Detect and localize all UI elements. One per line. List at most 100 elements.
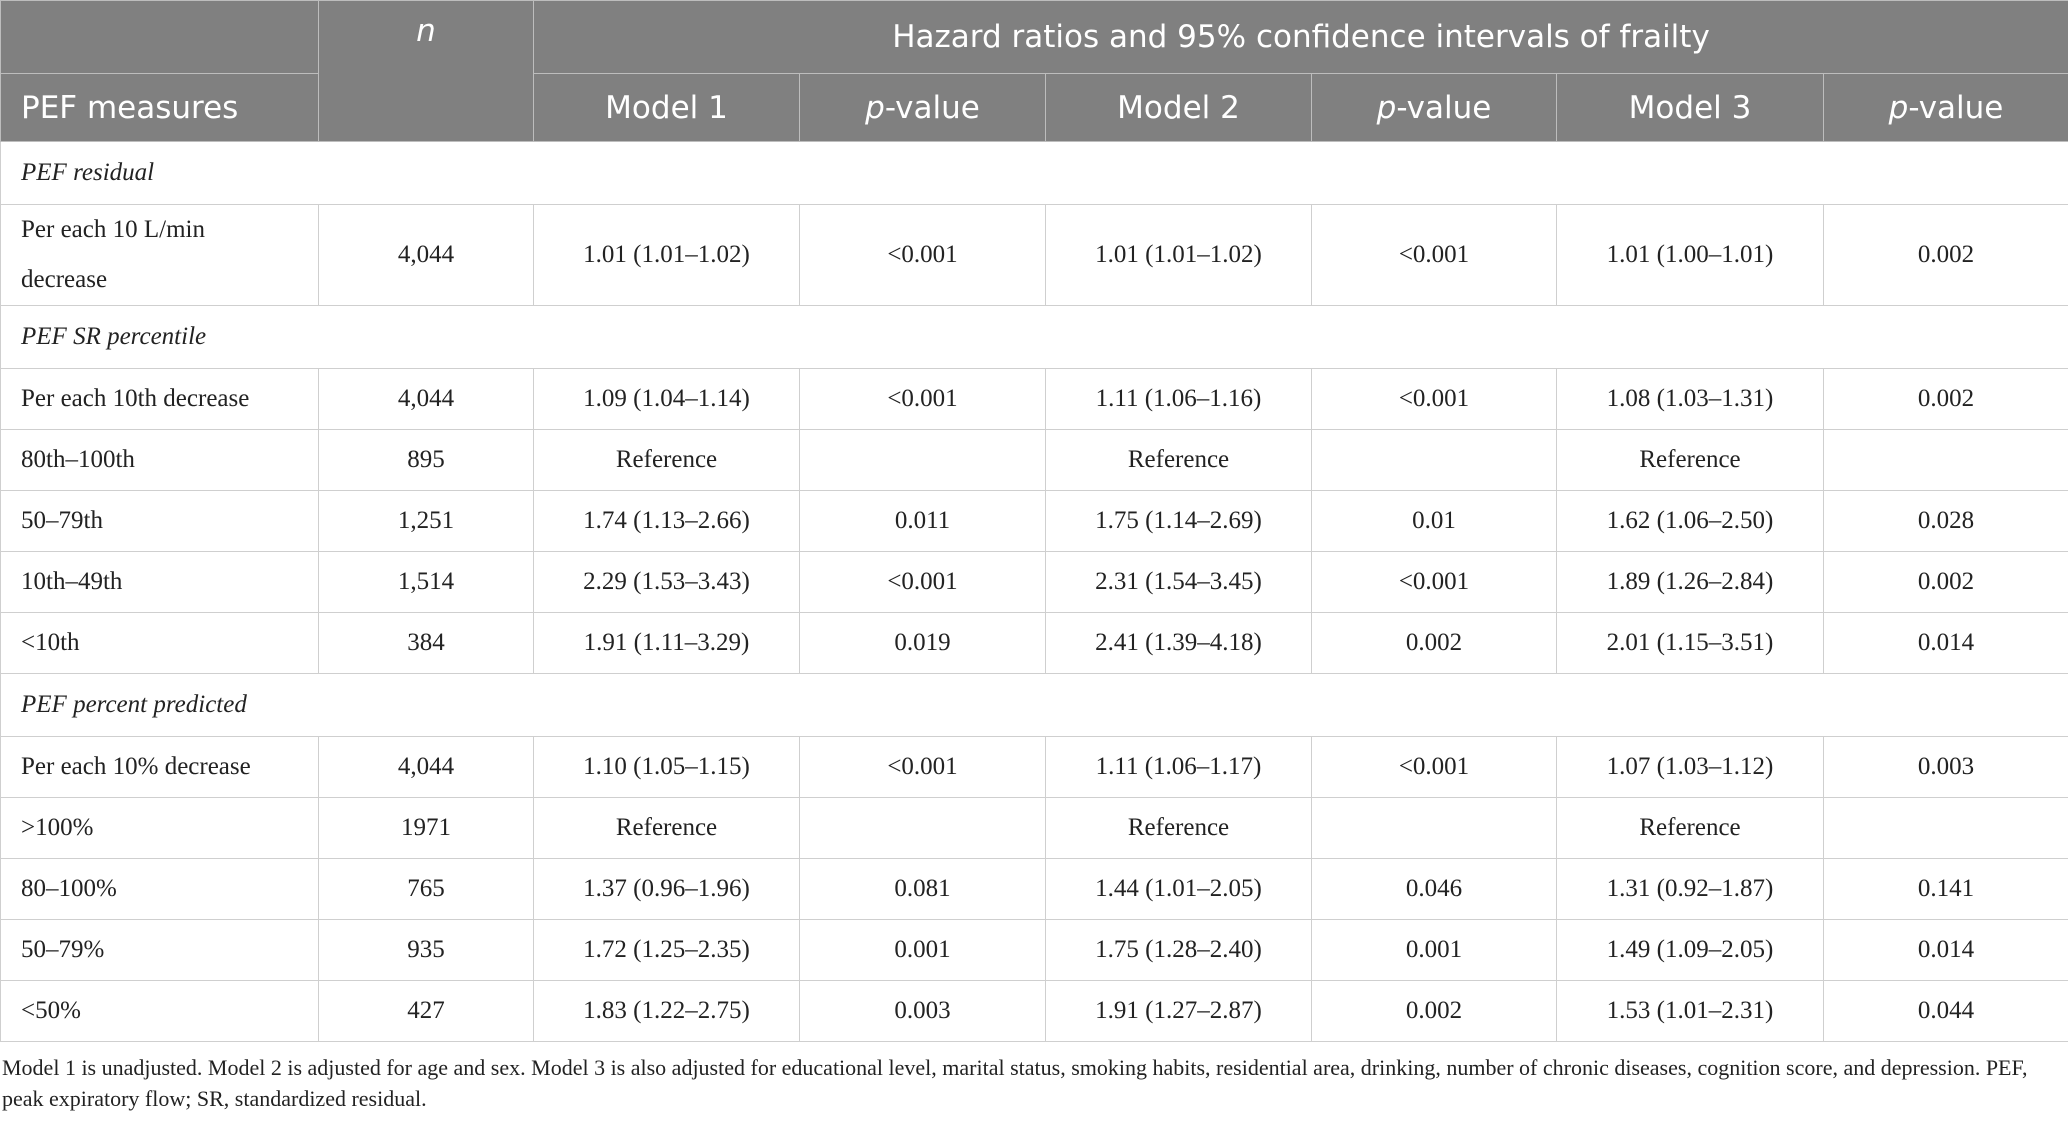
cell: Reference	[1556, 429, 1824, 491]
cell	[1311, 797, 1557, 859]
cell: 1.11 (1.06–1.16)	[1045, 368, 1312, 430]
footnote: Model 1 is unadjusted. Model 2 is adjust…	[2, 1055, 2028, 1111]
cell: 1,251	[318, 490, 534, 552]
cell: 80–100%	[0, 858, 319, 920]
cell	[1822, 797, 2068, 859]
data-row: Per each 10th decrease 4,044 1.09 (1.04–1.…	[0, 368, 2068, 430]
cell: 1.62 (1.06–2.50)	[1556, 490, 1824, 552]
data-row: Per each 10% decrease 4,044 1.10 (1.05–1.1…	[0, 736, 2068, 798]
cell: 0.003	[799, 980, 1046, 1042]
cell: 2.29 (1.53–3.43)	[533, 551, 800, 613]
cell: 0.141	[1822, 858, 2068, 920]
cell: 0.002	[1822, 204, 2068, 306]
cell: 0.014	[1822, 612, 2068, 674]
cell: 50–79%	[0, 919, 319, 981]
cell: 1.01 (1.01–1.02)	[1045, 204, 1312, 306]
cell: Per each 10 L/min decrease	[0, 204, 319, 306]
cell: 1.89 (1.26–2.84)	[1556, 551, 1824, 613]
header-cell: Model 2	[1045, 73, 1312, 142]
cell: <10th	[0, 612, 319, 674]
cell: 2.01 (1.15–3.51)	[1556, 612, 1824, 674]
section-row: PEF SR percentile	[0, 305, 2068, 369]
data-row: 10th–49th 1,514 2.29 (1.53–3.43) <0.001 2.31…	[0, 551, 2068, 613]
cell: <0.001	[1311, 204, 1557, 306]
cell: 427	[318, 980, 534, 1042]
header-cell: p-value	[1311, 73, 1557, 142]
cell	[799, 429, 1046, 491]
cell: 1.75 (1.28–2.40)	[1045, 919, 1312, 981]
header-cell: Model 1	[533, 73, 800, 142]
data-row: 50–79th 1,251 1.74 (1.13–2.66) 0.011 1.75 (1…	[0, 490, 2068, 552]
cell: 1.53 (1.01–2.31)	[1556, 980, 1824, 1042]
cell: 1.08 (1.03–1.31)	[1556, 368, 1824, 430]
cell: 1.01 (1.00–1.01)	[1556, 204, 1824, 306]
section-title: PEF residual	[0, 141, 2068, 205]
cell: Reference	[1556, 797, 1824, 859]
cell: <0.001	[799, 736, 1046, 798]
cell: Reference	[1045, 797, 1312, 859]
cell: 0.019	[799, 612, 1046, 674]
cell: <0.001	[1311, 736, 1557, 798]
cell: 0.002	[1311, 612, 1557, 674]
cell: 1.49 (1.09–2.05)	[1556, 919, 1824, 981]
cell: 80th–100th	[0, 429, 319, 491]
cell: Per each 10th decrease	[0, 368, 319, 430]
data-row: <10th 384 1.91 (1.11–3.29) 0.019 2.41 (1.39–…	[0, 612, 2068, 674]
cell: 2.41 (1.39–4.18)	[1045, 612, 1312, 674]
cell: 4,044	[318, 204, 534, 306]
cell: 1.91 (1.11–3.29)	[533, 612, 800, 674]
cell: 0.044	[1822, 980, 2068, 1042]
cell	[799, 797, 1046, 859]
cell: 10th–49th	[0, 551, 319, 613]
cell: 1.72 (1.25–2.35)	[533, 919, 800, 981]
header-cell: Model 3	[1556, 73, 1824, 142]
header-cell	[0, 0, 319, 74]
section-title: PEF SR percentile	[0, 305, 2068, 369]
cell: 2.31 (1.54–3.45)	[1045, 551, 1312, 613]
cell: 0.081	[799, 858, 1046, 920]
cell: 0.003	[1822, 736, 2068, 798]
cell: 935	[318, 919, 534, 981]
cell: <0.001	[1311, 368, 1557, 430]
cell: 1.11 (1.06–1.17)	[1045, 736, 1312, 798]
cell: 0.014	[1822, 919, 2068, 981]
cell: 4,044	[318, 736, 534, 798]
cell: Reference	[1045, 429, 1312, 491]
cell: 0.001	[1311, 919, 1557, 981]
cell: <0.001	[799, 204, 1046, 306]
cell: >100%	[0, 797, 319, 859]
header-row: n Hazard ratios and 95% confidence inter…	[0, 0, 2068, 142]
header-row: PEF measures Model 1 p-value Model 2 p-value…	[0, 73, 2068, 142]
cell: 0.028	[1822, 490, 2068, 552]
cell: 1.01 (1.01–1.02)	[533, 204, 800, 306]
cell	[1311, 429, 1557, 491]
cell	[1822, 429, 2068, 491]
cell: 1.75 (1.14–2.69)	[1045, 490, 1312, 552]
cell: 384	[318, 612, 534, 674]
cell: <0.001	[1311, 551, 1557, 613]
cell: <0.001	[799, 551, 1046, 613]
cell: 0.01	[1311, 490, 1557, 552]
cell: 895	[318, 429, 534, 491]
cell: 1.91 (1.27–2.87)	[1045, 980, 1312, 1042]
cell: 1.07 (1.03–1.12)	[1556, 736, 1824, 798]
cell: 0.046	[1311, 858, 1557, 920]
header-cell: p-value	[799, 73, 1046, 142]
cell: 1.09 (1.04–1.14)	[533, 368, 800, 430]
cell: 50–79th	[0, 490, 319, 552]
cell: Per each 10% decrease	[0, 736, 319, 798]
cell: 0.002	[1822, 551, 2068, 613]
cell: <50%	[0, 980, 319, 1042]
cell: Reference	[533, 429, 800, 491]
data-row: <50% 427 1.83 (1.22–2.75) 0.003 1.91 (1.27–2…	[0, 980, 2068, 1042]
data-row: Per each 10 L/min decrease 4,044 1.01 (1.0…	[0, 204, 2068, 306]
results-table: n Hazard ratios and 95% confidence inter…	[0, 0, 2068, 1042]
cell: 1.31 (0.92–1.87)	[1556, 858, 1824, 920]
data-row: 50–79% 935 1.72 (1.25–2.35) 0.001 1.75 (1.28…	[0, 919, 2068, 981]
cell: 1.74 (1.13–2.66)	[533, 490, 800, 552]
cell: 4,044	[318, 368, 534, 430]
cell: <0.001	[799, 368, 1046, 430]
header-cell: PEF measures	[0, 73, 319, 142]
header-cell: n	[318, 0, 534, 142]
